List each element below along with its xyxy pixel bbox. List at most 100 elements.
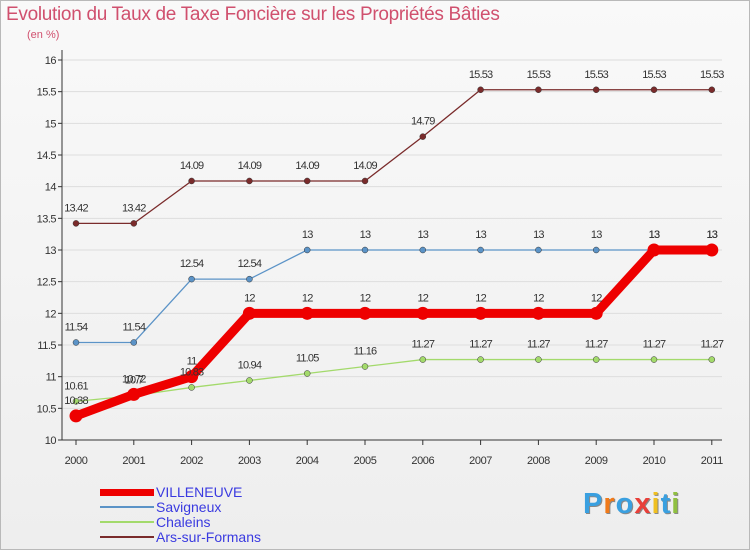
- x-tick-label: 2009: [585, 455, 608, 467]
- data-point-villeneuve: [242, 306, 256, 320]
- data-point-ars-sur-formans: [188, 177, 195, 185]
- data-label: 13: [360, 229, 371, 241]
- series-line-ars-sur-formans: [75, 89, 713, 225]
- data-label: 14.09: [353, 160, 377, 172]
- data-point-savigneux: [361, 246, 369, 254]
- x-tick-label: 2003: [238, 455, 261, 467]
- data-label: 11: [187, 356, 198, 368]
- data-label: 13.42: [64, 202, 88, 214]
- data-label: 15.53: [527, 69, 551, 81]
- data-point-villeneuve: [531, 306, 545, 320]
- legend-swatch: [100, 489, 154, 496]
- legend-label: Ars-sur-Formans: [156, 529, 262, 545]
- data-point-ars-sur-formans: [130, 220, 138, 227]
- data-label: 13: [706, 229, 717, 241]
- data-label: 14.79: [411, 116, 435, 128]
- data-point-savigneux: [419, 246, 427, 254]
- data-point-chaleins: [708, 356, 716, 363]
- x-tick-label: 2010: [643, 455, 666, 467]
- logo-letter: i: [671, 488, 681, 520]
- y-tick-label: 11: [46, 372, 57, 384]
- legend-swatch: [100, 521, 154, 523]
- data-label: 15.53: [469, 69, 493, 81]
- data-label: 10.72: [122, 373, 146, 385]
- data-point-ars-sur-formans: [592, 86, 600, 94]
- data-label: 12.54: [238, 258, 262, 270]
- data-label: 13: [302, 229, 313, 241]
- data-point-chaleins: [361, 363, 369, 370]
- data-label: 13: [591, 229, 602, 241]
- y-tick-label: 13: [45, 245, 57, 257]
- y-tick-label: 15.5: [37, 87, 57, 99]
- chart-unit-label: (en %): [27, 29, 60, 41]
- x-tick-label: 2005: [354, 455, 377, 467]
- logo-letter: r: [603, 488, 616, 520]
- y-tick-label: 14: [45, 182, 57, 194]
- data-point-ars-sur-formans: [303, 177, 311, 185]
- data-label: 11.27: [469, 339, 492, 351]
- legend-swatch: [100, 536, 154, 538]
- data-point-villeneuve: [705, 243, 719, 257]
- data-label: 10.94: [238, 359, 262, 371]
- data-point-villeneuve: [185, 370, 199, 384]
- logo-letter: P: [583, 488, 604, 520]
- y-tick-label: 12.5: [37, 277, 57, 289]
- proxiti-logo: Proxiti: [583, 488, 680, 521]
- x-tick-label: 2000: [65, 455, 88, 467]
- data-point-chaleins: [535, 356, 542, 363]
- data-point-chaleins: [477, 356, 484, 363]
- series-line-savigneux: [75, 249, 713, 344]
- y-tick-label: 13.5: [37, 213, 57, 225]
- data-point-savigneux: [72, 339, 80, 346]
- data-label: 12: [475, 292, 486, 304]
- data-label: 13: [649, 229, 660, 241]
- data-point-chaleins: [188, 384, 195, 391]
- data-point-ars-sur-formans: [650, 86, 658, 94]
- data-label: 12: [533, 292, 544, 304]
- x-tick-label: 2008: [527, 455, 550, 467]
- logo-letter: o: [615, 488, 635, 520]
- data-point-savigneux: [188, 275, 195, 283]
- x-tick-label: 2004: [296, 455, 319, 467]
- data-label: 11.54: [65, 321, 88, 333]
- data-point-villeneuve: [474, 306, 488, 320]
- data-point-savigneux: [246, 275, 253, 283]
- y-tick-label: 10: [45, 435, 57, 447]
- data-label: 15.53: [642, 69, 666, 81]
- data-label: 11.27: [700, 339, 723, 351]
- data-point-villeneuve: [127, 387, 141, 401]
- data-point-ars-sur-formans: [246, 177, 253, 185]
- data-label: 13: [533, 229, 544, 241]
- data-label: 13: [417, 229, 428, 241]
- logo-letter: i: [651, 488, 661, 520]
- data-label: 11.27: [527, 339, 550, 351]
- y-tick-label: 14.5: [37, 150, 57, 162]
- data-point-chaleins: [419, 356, 427, 363]
- data-label: 10.83: [180, 366, 204, 378]
- data-label: 13: [649, 229, 660, 241]
- data-label: 14.09: [238, 160, 262, 172]
- x-tick-label: 2011: [701, 455, 723, 467]
- data-point-villeneuve: [589, 306, 603, 320]
- data-label: 11.27: [411, 339, 434, 351]
- y-tick-label: 12: [45, 308, 57, 320]
- x-tick-label: 2002: [180, 455, 203, 467]
- x-tick-label: 2006: [411, 455, 434, 467]
- data-label: 14.09: [180, 160, 204, 172]
- data-label: 12: [591, 292, 602, 304]
- data-point-ars-sur-formans: [535, 86, 542, 94]
- data-label: 11.27: [643, 339, 666, 351]
- y-tick-label: 10.5: [37, 403, 57, 415]
- data-label: 13: [706, 229, 717, 241]
- data-label: 11.54: [122, 321, 145, 333]
- data-label: 15.53: [700, 69, 724, 81]
- logo-letter: t: [660, 488, 672, 520]
- data-label: 15.53: [584, 69, 608, 81]
- data-label: 12.54: [180, 258, 204, 270]
- data-label: 10.38: [64, 395, 88, 407]
- x-tick-label: 2007: [469, 455, 492, 467]
- data-point-chaleins: [303, 370, 311, 377]
- logo-letter: x: [634, 488, 652, 520]
- data-label: 13.42: [122, 202, 146, 214]
